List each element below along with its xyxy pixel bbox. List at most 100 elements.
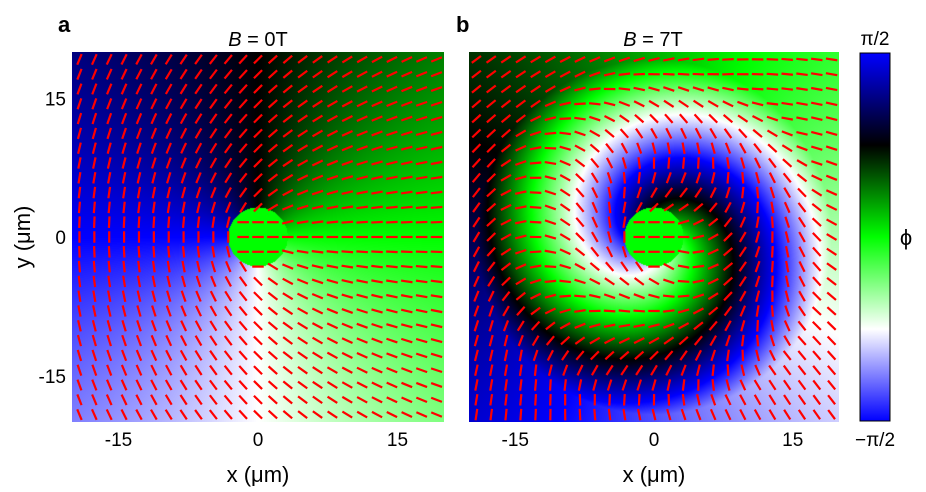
director-segment [386, 85, 398, 93]
director-segment [782, 364, 792, 376]
director-segment [751, 115, 764, 123]
director-segment [559, 322, 571, 330]
director-segment [559, 117, 571, 120]
director-segment [282, 114, 293, 123]
director-segment [194, 305, 202, 317]
director-segment [519, 408, 523, 421]
director-segment [648, 293, 660, 299]
x-tick-label: 0 [253, 430, 264, 451]
director-segment [796, 145, 808, 152]
director-segment [798, 290, 806, 302]
director-segment [811, 160, 823, 166]
director-segment [636, 379, 643, 391]
director-segment [559, 203, 571, 212]
director-segment [253, 69, 263, 80]
director-segment [194, 364, 203, 376]
director-segment [430, 367, 443, 374]
director-segment [722, 58, 734, 61]
director-segment [209, 364, 218, 376]
director-segment [179, 83, 188, 95]
director-segment [371, 85, 383, 93]
director-segment [430, 352, 443, 359]
director-segment [825, 160, 838, 166]
director-segment [529, 292, 542, 300]
director-segment [135, 127, 143, 140]
director-segment [766, 115, 779, 122]
director-segment [371, 264, 383, 269]
director-segment [529, 191, 542, 194]
director-segment [502, 320, 510, 332]
director-segment [723, 217, 733, 228]
director-segment [415, 145, 428, 151]
director-segment [371, 337, 383, 344]
director-segment [618, 293, 631, 300]
director-segment [680, 127, 688, 140]
director-segment [326, 366, 338, 375]
director-segment [267, 409, 278, 420]
director-segment [500, 233, 512, 241]
director-segment [500, 218, 512, 226]
director-segment [755, 334, 760, 347]
director-segment [500, 247, 512, 256]
director-segment [386, 308, 398, 314]
director-segment [473, 349, 479, 362]
director-segment [529, 115, 542, 123]
director-segment [223, 409, 233, 420]
director-segment [514, 219, 527, 225]
director-segment [76, 53, 83, 66]
director-segment [341, 351, 353, 359]
director-segment [694, 349, 703, 362]
panel-b-title: B = 7T [623, 29, 682, 51]
director-segment [724, 320, 732, 332]
director-segment [386, 205, 398, 210]
director-segment [267, 143, 278, 153]
director-segment [722, 100, 734, 108]
director-segment [401, 55, 413, 63]
director-segment [544, 116, 557, 122]
director-segment [341, 100, 353, 108]
director-segment [544, 85, 556, 93]
director-segment [180, 305, 187, 317]
director-segment [209, 113, 218, 124]
director-segment [371, 55, 383, 64]
director-segment [620, 364, 629, 376]
director-segment [665, 364, 673, 376]
x-tick-label: 0 [649, 430, 660, 451]
director-segment [755, 231, 761, 243]
director-segment [529, 278, 542, 285]
director-segment [651, 379, 657, 391]
director-segment [150, 320, 157, 332]
director-segment [559, 159, 571, 167]
director-segment [297, 99, 308, 109]
director-segment [296, 292, 309, 300]
director-segment [311, 129, 324, 138]
director-segment [136, 320, 142, 332]
director-segment [677, 86, 690, 92]
director-segment [181, 275, 187, 288]
panel-b-director-segments [471, 55, 838, 421]
director-segment [722, 86, 734, 92]
director-segment [326, 278, 339, 284]
director-segment [603, 337, 616, 345]
director-segment [797, 187, 807, 198]
director-segment [164, 409, 173, 421]
director-segment [430, 396, 443, 403]
director-segment [812, 276, 822, 287]
director-segment [811, 320, 822, 331]
director-segment [666, 142, 671, 155]
director-segment [181, 260, 186, 273]
director-segment [282, 54, 293, 64]
director-segment [92, 246, 96, 258]
director-segment [618, 87, 631, 91]
director-segment [489, 379, 494, 391]
director-segment [664, 113, 674, 124]
director-segment [810, 72, 823, 77]
director-segment [92, 157, 97, 169]
director-segment [415, 250, 428, 254]
director-segment [725, 379, 731, 391]
director-segment [589, 262, 600, 272]
director-segment [681, 393, 686, 406]
director-segment [326, 85, 338, 93]
director-segment [796, 57, 808, 62]
director-segment [769, 334, 776, 347]
